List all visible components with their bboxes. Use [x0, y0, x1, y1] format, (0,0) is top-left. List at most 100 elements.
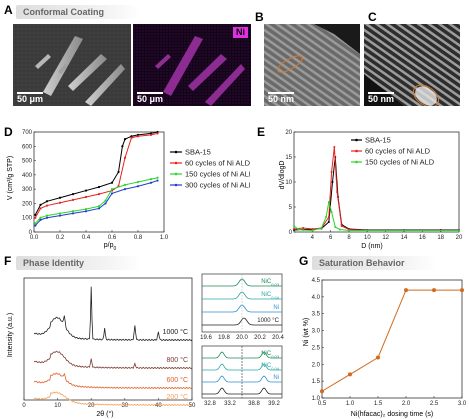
x-tick-label: 10: [364, 235, 371, 241]
legend-label: 60 cycles of Ni ALD: [185, 159, 250, 168]
data-point: [110, 188, 114, 191]
data-point: [97, 205, 101, 208]
xrd-trace: [33, 350, 193, 370]
series-line: [293, 156, 459, 231]
subscript: 0.03: [271, 282, 280, 287]
series-line: [34, 131, 158, 216]
data-point: [149, 181, 153, 184]
plot-frame: [23, 277, 193, 401]
chart-g-ylabel: Ni (wt %): [303, 318, 310, 346]
data-point: [71, 193, 75, 196]
x-tick-label: 50: [189, 403, 196, 409]
banner-conformal-coating: Conformal Coating: [16, 5, 141, 19]
xrd-trace: [33, 391, 193, 407]
scale-bar-label: 50 μm: [137, 94, 164, 104]
x-tick-label: 40: [155, 403, 162, 409]
x-tick-label: 0.4: [82, 235, 91, 241]
data-point: [45, 200, 49, 203]
y-tick-label: 300: [22, 187, 33, 193]
chart-f-ylabel: Intensity (a.u.): [7, 313, 14, 357]
data-point: [325, 216, 328, 218]
inset-trace-label: NiC0.04: [261, 292, 280, 300]
inset-trace: [202, 387, 282, 395]
chart-f-xlabel: 2θ (°): [96, 410, 113, 418]
data-point: [302, 229, 305, 231]
y-tick-label: 0: [29, 230, 33, 236]
data-point: [84, 208, 88, 211]
legend-label: 150 cycles of Ni ALD: [185, 170, 250, 179]
chart-e-ylabel: dV/dlogD: [279, 161, 286, 190]
y-tick-label: 4.0: [312, 295, 321, 301]
data-point: [34, 216, 37, 219]
chart-g-saturation: 0.5 1.0 1.5 2.0 2.5 3.01.01.52.02.53.03.54.04…: [303, 278, 467, 418]
data-point: [156, 179, 159, 182]
inset-trace: [202, 363, 282, 371]
data-point: [58, 201, 62, 204]
legend-marker: [174, 150, 178, 154]
data-point: [404, 288, 408, 293]
series-line: [321, 289, 462, 392]
xrd-trace: [33, 372, 193, 390]
x-tick-label: 2.0: [402, 401, 411, 407]
x-tick-label: 19.6: [200, 335, 212, 341]
data-point: [130, 136, 133, 139]
data-point: [336, 191, 339, 193]
x-tick-label: 16: [419, 235, 426, 241]
data-point: [45, 214, 49, 217]
panel-label-d: D: [4, 125, 13, 139]
data-point: [123, 188, 127, 191]
plot-frame: [321, 279, 463, 399]
panel-label-g: G: [299, 254, 309, 268]
x-tick-label: 6: [329, 235, 333, 241]
data-point: [136, 135, 140, 138]
data-point: [110, 181, 114, 184]
inset-trace: [202, 351, 282, 359]
y-tick-label: 200: [22, 201, 33, 207]
x-tick-label: 0.0: [30, 235, 39, 241]
x-tick-label: 20: [456, 235, 463, 241]
data-point: [58, 214, 62, 217]
sem-image: 50 μm: [13, 24, 131, 106]
y-tick-label: 600: [22, 144, 33, 150]
x-tick-label: 12: [382, 235, 389, 241]
y-tick-label: 100: [22, 216, 33, 222]
chart-f-insets: NiC0.03 NiC0.04 Ni 1000 °C 19.6 19.8 20.0 20.2 2…: [200, 273, 284, 407]
legend-label: 300 cycles of Ni ALD: [185, 181, 250, 190]
y-tick-label: 3.5: [312, 312, 321, 318]
y-tick-label: 3.0: [312, 329, 321, 335]
x-tick-label: 10: [54, 403, 61, 409]
data-point: [58, 196, 62, 199]
data-point: [320, 389, 324, 394]
x-tick-label: 14: [401, 235, 408, 241]
data-point: [110, 192, 114, 195]
data-point: [366, 229, 369, 232]
y-tick-label: 700: [22, 130, 33, 136]
data-point: [149, 133, 153, 136]
data-point: [34, 222, 37, 225]
panel-label-f: F: [4, 254, 12, 268]
panel-label-b: B: [255, 10, 264, 24]
data-point: [302, 227, 305, 229]
data-point: [330, 171, 333, 173]
y-tick-label: 5: [289, 205, 293, 211]
inset-trace-label: Ni: [273, 375, 279, 381]
scale-bar-label: 50 nm: [368, 94, 395, 104]
data-point: [71, 210, 75, 213]
chart-g-xlabel: Ni(hfacac)₂ dosing time (s): [351, 411, 433, 418]
data-point: [97, 185, 101, 189]
panel-label-c: C: [368, 10, 377, 24]
data-point: [34, 224, 37, 227]
data-point: [330, 211, 333, 213]
chart-e-xlabel: D (nm): [361, 243, 382, 250]
trace-label: 800 °C: [167, 356, 188, 364]
y-tick-label: 10: [285, 180, 292, 186]
y-tick-label: 1.0: [312, 396, 321, 402]
x-tick-label: 1.5: [374, 401, 383, 407]
legend-marker: [174, 183, 178, 187]
data-point: [71, 198, 75, 201]
x-tick-label: 0: [22, 403, 26, 409]
data-point: [293, 225, 295, 227]
x-tick-label: 0.6: [108, 235, 117, 241]
element-tag-ni: Ni: [233, 27, 248, 38]
legend-marker: [174, 172, 178, 176]
